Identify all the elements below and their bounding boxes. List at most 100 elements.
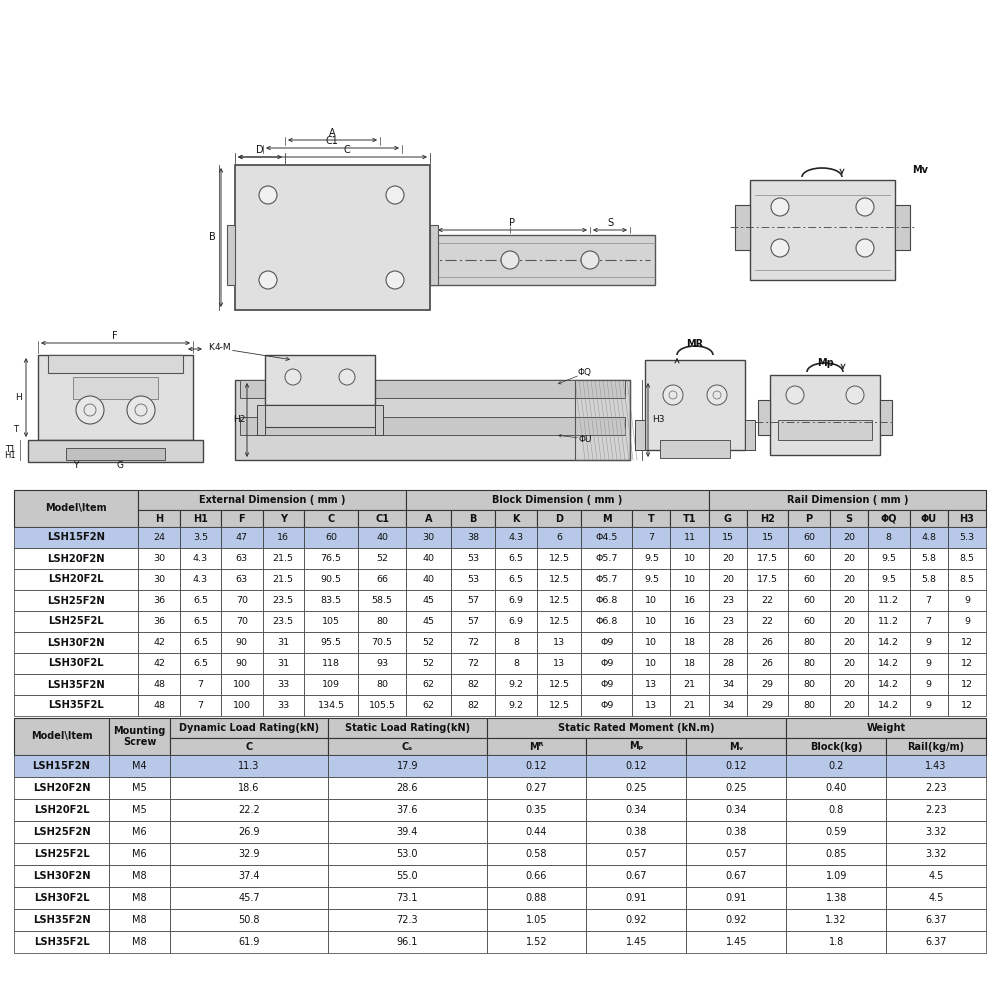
Text: 0.40: 0.40 [825,783,847,793]
Bar [358,632,406,653]
Text: 20: 20 [843,638,855,647]
Bar [786,865,886,887]
Bar [709,632,747,653]
Text: 9: 9 [964,596,970,605]
Bar [632,611,670,632]
Text: 80: 80 [376,617,388,626]
Bar [910,527,948,548]
Text: 0.59: 0.59 [825,827,847,837]
Bar [138,527,180,548]
Text: 8: 8 [886,533,892,542]
Bar [170,887,328,909]
Text: 1.32: 1.32 [825,915,847,925]
Bar [240,417,625,435]
Text: 6.5: 6.5 [193,638,208,647]
Bar [686,755,786,777]
Text: LSH20F2N: LSH20F2N [47,554,105,564]
Bar [180,527,221,548]
Text: 60: 60 [325,533,337,542]
Bar [786,887,886,909]
Bar [586,777,686,799]
Bar [948,590,986,611]
Text: 0.38: 0.38 [626,827,647,837]
Text: 1.8: 1.8 [829,937,844,947]
Text: 12: 12 [961,680,973,689]
Bar [886,887,986,909]
Text: 28: 28 [722,638,734,647]
Text: 31: 31 [277,659,289,668]
Text: 7: 7 [648,533,654,542]
Bar [686,931,786,953]
Bar [14,548,138,569]
Text: 21.5: 21.5 [273,575,294,584]
Bar [487,887,586,909]
Text: 22: 22 [762,596,774,605]
Bar [406,590,451,611]
Bar [495,527,537,548]
Text: 6.5: 6.5 [193,659,208,668]
Text: 20: 20 [843,575,855,584]
Text: 0.57: 0.57 [626,849,647,859]
Text: 9: 9 [926,659,932,668]
Text: 40: 40 [422,575,434,584]
Text: 10: 10 [645,617,657,626]
Bar [886,843,986,865]
Text: 4.8: 4.8 [921,533,936,542]
Bar [109,887,170,909]
Bar [709,674,747,695]
Text: 9.5: 9.5 [881,575,896,584]
Text: 20: 20 [843,596,855,605]
Text: 0.12: 0.12 [626,761,647,771]
Bar [109,931,170,953]
Bar [709,548,747,569]
Bar [786,843,886,865]
Text: 66: 66 [376,575,388,584]
Text: 33: 33 [277,680,289,689]
Bar [358,548,406,569]
Text: 13: 13 [553,659,565,668]
Bar [451,611,495,632]
Bar [632,590,670,611]
Text: 33: 33 [277,701,289,710]
Bar [170,718,328,738]
Text: C1: C1 [326,136,338,146]
Text: 0.92: 0.92 [726,915,747,925]
Bar [138,490,406,510]
Text: 14.2: 14.2 [878,659,899,668]
Bar [109,718,170,755]
Text: M8: M8 [132,893,147,903]
Bar [221,569,263,590]
Text: Φ9: Φ9 [600,680,613,689]
Bar [632,510,670,527]
Text: 48: 48 [153,680,165,689]
Text: 0.25: 0.25 [626,783,647,793]
Text: Φ5.7: Φ5.7 [596,554,618,563]
Text: 2.23: 2.23 [925,805,947,815]
Bar [304,695,358,716]
Bar [910,548,948,569]
Bar [265,405,375,427]
Text: 60: 60 [803,554,815,563]
Bar [304,653,358,674]
Text: 1.45: 1.45 [626,937,647,947]
Text: Mv: Mv [912,165,928,175]
Bar [495,695,537,716]
Bar [910,632,948,653]
Text: 100: 100 [233,701,251,710]
Bar [830,695,868,716]
Circle shape [856,198,874,216]
Text: 10: 10 [645,638,657,647]
Text: 45.7: 45.7 [238,893,260,903]
Bar [406,674,451,695]
Bar [686,887,786,909]
Text: Mp: Mp [817,358,833,368]
Bar [14,887,109,909]
Text: 57: 57 [467,617,479,626]
Text: 100: 100 [233,680,251,689]
Text: Model\Item: Model\Item [31,732,92,742]
Text: 15: 15 [762,533,774,542]
Text: 53: 53 [467,575,479,584]
Bar [537,674,581,695]
Bar [786,738,886,755]
Bar [868,695,910,716]
